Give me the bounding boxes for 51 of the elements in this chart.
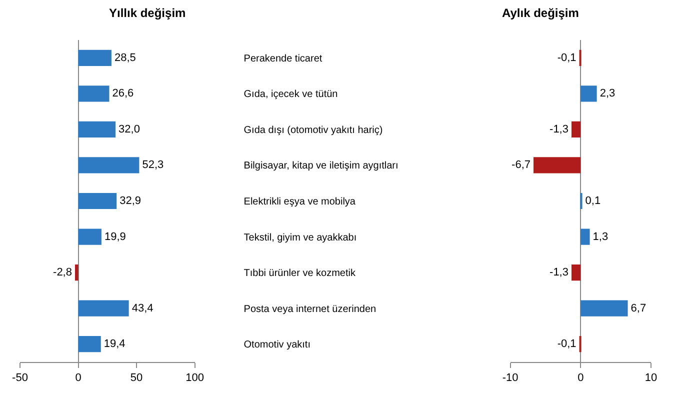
y-tick-label: Perakende ticaret [244, 53, 322, 64]
x-tick-label: 50 [130, 372, 143, 384]
y-tick-label: Bilgisayar, kitap ve iletişim aygıtları [244, 160, 398, 172]
y-tick-label: Gıda dışı (otomotiv yakıtı hariç) [244, 124, 383, 136]
x-tick-label: 0 [75, 372, 82, 384]
data-label: 19,9 [104, 230, 126, 243]
x-tick-label: 100 [186, 372, 204, 384]
bar [580, 86, 597, 102]
y-tick-label: Otomotiv yakıtı [244, 340, 310, 351]
bar [78, 336, 101, 352]
x-tick-label: 10 [644, 372, 658, 384]
x-tick-label: -10 [502, 372, 518, 384]
chart-title: Yıllık değişim [109, 6, 186, 20]
y-tick-label: Tıbbi ürünler ve kozmetik [244, 268, 356, 280]
data-label: -2,8 [53, 266, 72, 279]
bar [78, 121, 116, 138]
y-tick-label: Elektrikli eşya ve mobilya [244, 196, 356, 208]
x-tick-label: -50 [12, 372, 28, 384]
bar [78, 192, 117, 210]
bar [78, 300, 129, 316]
data-label: 28,5 [114, 52, 136, 64]
data-label: 52,3 [142, 159, 164, 172]
data-label: -1,3 [550, 266, 568, 279]
y-tick-label: Posta veya internet üzerinden [244, 304, 376, 315]
bar [534, 157, 581, 174]
y-tick-label: Tekstil, giyim ve ayakkabı [244, 232, 357, 244]
bar [78, 228, 102, 245]
data-label: 6,7 [630, 302, 646, 314]
data-label: 26,6 [112, 88, 134, 100]
data-label: 2,3 [600, 88, 616, 100]
data-label: -1,3 [550, 123, 568, 136]
data-label: 43,4 [132, 302, 154, 314]
bar [580, 228, 590, 245]
bar [75, 264, 78, 281]
data-label: -0,1 [557, 52, 576, 64]
x-tick-label: 0 [578, 372, 584, 384]
data-label: -0,1 [557, 338, 576, 350]
data-label: 32,9 [120, 195, 142, 207]
y-tick-label: Gıda, içecek ve tütün [244, 89, 338, 100]
data-label: -6,7 [512, 159, 531, 172]
data-label: 19,4 [104, 338, 126, 350]
data-label: 32,0 [118, 123, 140, 136]
bar [78, 86, 110, 102]
bar [571, 264, 581, 281]
data-label: 1,3 [592, 230, 608, 243]
bar [78, 50, 112, 66]
bar [78, 157, 140, 174]
data-label: 0,1 [585, 195, 601, 207]
bar [580, 300, 628, 316]
bar [571, 121, 581, 138]
chart-title: Aylık değişim [502, 6, 579, 20]
